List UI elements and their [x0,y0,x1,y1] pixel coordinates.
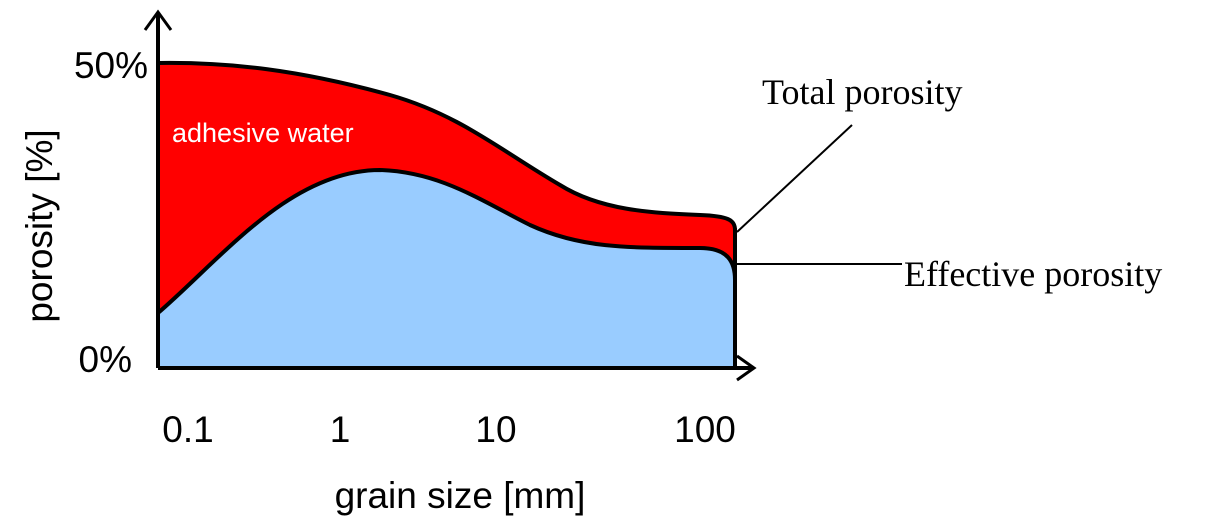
x-tick-1: 1 [330,409,351,450]
total-porosity-label: Total porosity [762,72,962,112]
x-tick-100: 100 [674,409,736,450]
x-axis-label: grain size [mm] [335,475,586,516]
total-porosity-curve [157,60,737,231]
x-tick-0.1: 0.1 [162,409,213,450]
y-axis-arrowhead [143,9,173,31]
adhesive-water-label: adhesive water [172,118,354,148]
y-tick-0: 0% [79,339,132,380]
total-porosity-leader [736,124,853,233]
x-tick-10: 10 [475,409,516,450]
effective-porosity-area [158,170,735,368]
y-tick-50: 50% [74,45,148,86]
effective-porosity-label: Effective porosity [904,254,1162,294]
x-axis-arrowhead [736,354,757,382]
effective-porosity-curve [156,168,737,315]
y-axis-label: porosity [%] [19,129,60,322]
